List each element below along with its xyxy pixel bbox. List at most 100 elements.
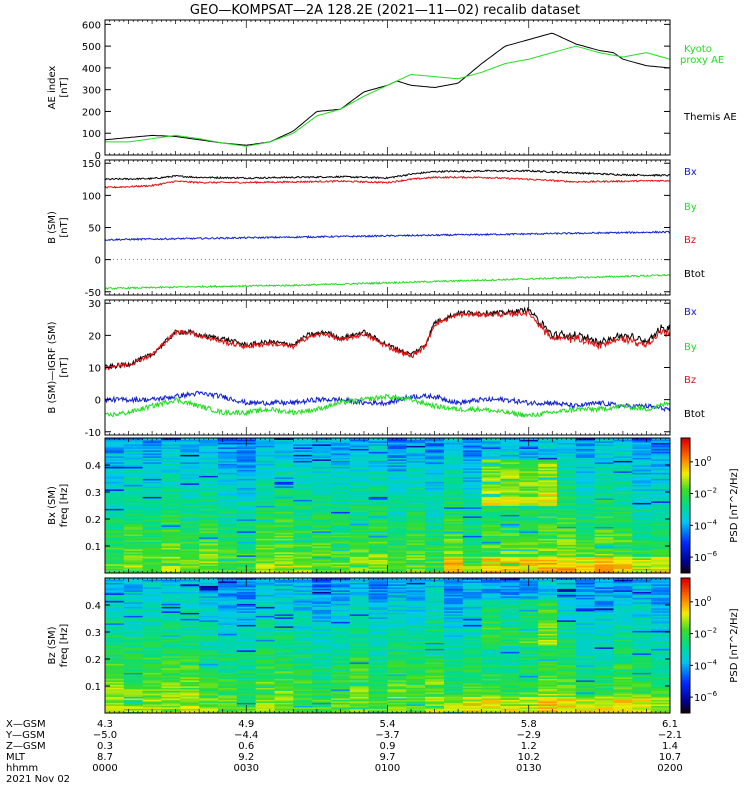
spectrogram-cell (199, 579, 219, 582)
spectrogram-cell (538, 484, 558, 487)
spectrogram-cell (105, 463, 125, 466)
spectrogram-cell (575, 441, 596, 443)
series-line-by (104, 273, 671, 291)
spectrogram-cell (349, 444, 370, 446)
spectrogram-cell (462, 562, 483, 565)
spectrogram-cell (274, 498, 294, 500)
spectrogram-cell (199, 555, 219, 557)
spectrogram-cell (557, 534, 577, 536)
spectrogram-cell (161, 475, 181, 478)
spectrogram-cell (255, 695, 275, 697)
spectrogram-cell (255, 614, 275, 616)
spectrogram-cell (425, 514, 445, 517)
spectrogram-cell (500, 517, 520, 520)
spectrogram-cell (180, 513, 200, 515)
spectrogram-cell (123, 543, 144, 545)
spectrogram-cell (105, 459, 125, 461)
spectrogram-cell (274, 565, 294, 568)
spectrogram-cell (105, 525, 125, 527)
spectrogram-cell (425, 517, 445, 520)
spectrogram-cell (105, 484, 125, 487)
spectrogram-cell (500, 448, 520, 451)
spectrogram-cell (255, 680, 275, 682)
spectrogram-cell (123, 478, 144, 481)
spectrogram-cell (387, 459, 407, 461)
spectrogram-cell (312, 692, 332, 694)
spectrogram-cell (218, 499, 238, 502)
spectrogram-cell (105, 659, 125, 661)
spectrogram-cell (142, 705, 162, 708)
spectrogram-cell (349, 526, 370, 529)
spectrogram-cell (180, 462, 200, 464)
spectrogram-cell (161, 463, 181, 466)
spectrogram-cell (180, 525, 200, 527)
spectrogram-cell (105, 562, 125, 565)
spectrogram-cell (236, 638, 257, 640)
spectrogram-cell (613, 522, 633, 524)
spectrogram-cell (613, 549, 633, 551)
spectrogram-cell (349, 567, 370, 569)
spectrogram-cell (199, 450, 219, 452)
spectrogram-cell (293, 474, 313, 476)
spectrogram-cell (161, 599, 181, 601)
spectrogram-cell (500, 516, 520, 518)
spectrogram-cell (312, 570, 332, 572)
spectrogram-cell (444, 520, 464, 523)
spectrogram-cell (142, 669, 162, 672)
spectrogram-cell (274, 564, 294, 566)
spectrogram-cell (331, 620, 351, 622)
spectrogram-cell (218, 597, 238, 600)
spectrogram-cell (500, 558, 520, 560)
spectrogram-cell (161, 653, 181, 655)
spectrogram-cell (161, 502, 181, 505)
spectrogram-cell (255, 501, 275, 503)
spectrogram-cell (613, 451, 633, 454)
spectrogram-cell (142, 633, 162, 636)
spectrogram-cell (651, 460, 671, 463)
spectrogram-cell (331, 508, 351, 511)
spectrogram-cell (632, 463, 652, 466)
spectrogram-cell (481, 561, 501, 563)
spectrogram-cell (293, 678, 313, 681)
spectrogram-cell (331, 450, 351, 452)
spectrogram-cell (462, 474, 483, 476)
spectrogram-cell (519, 486, 539, 488)
spectrogram-cell (387, 526, 407, 529)
spectrogram-cell (123, 659, 144, 661)
spectrogram-cell (142, 627, 162, 630)
spectrogram-cell (199, 669, 219, 672)
colorbar-tick-label: 10−4 (694, 518, 718, 532)
spectrogram-cell (218, 605, 238, 607)
spectrogram-cell (199, 624, 219, 627)
spectrogram-cell (199, 621, 219, 624)
spectrogram-cell (575, 481, 596, 484)
spectrogram-cell (255, 520, 275, 523)
spectrogram-cell (123, 699, 144, 702)
spectrogram-cell (444, 562, 464, 565)
spectrogram-cell (274, 605, 294, 607)
spectrogram-cell (218, 495, 238, 497)
spectrogram-cell (161, 568, 181, 571)
spectrogram-cell (368, 481, 388, 484)
spectrogram-cell (557, 475, 577, 478)
spectrogram-cell (274, 623, 294, 625)
spectrogram-cell (293, 627, 313, 630)
spectrogram-cell (519, 514, 539, 517)
series-group-b (104, 169, 671, 291)
spectrogram-cell (199, 605, 219, 607)
spectrogram-cell (199, 582, 219, 585)
spectrogram-cell (594, 511, 614, 514)
spectrogram-cell (481, 540, 501, 542)
spectrogram-cell (557, 543, 577, 545)
spectrogram-cell (387, 552, 407, 554)
spectrogram-cell (519, 453, 539, 455)
spectrogram-cell (105, 523, 125, 526)
spectrogram-cell (199, 561, 219, 563)
spectrogram-cell (180, 648, 200, 651)
spectrogram-cell (142, 484, 162, 487)
spectrogram-cell (519, 475, 539, 478)
spectrogram-cell (199, 468, 219, 470)
spectrogram-cell (236, 680, 257, 682)
spectrogram-cell (368, 567, 388, 569)
spectrogram-cell (387, 544, 407, 547)
